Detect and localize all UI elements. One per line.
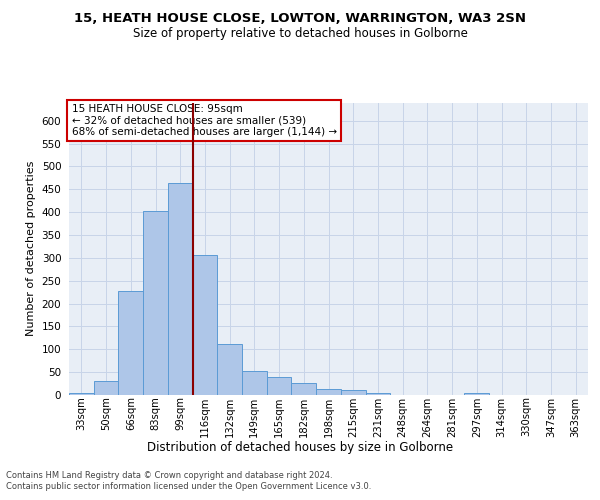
Bar [118,291,143,395]
Bar [193,254,217,395]
Bar [94,382,118,395]
Bar [292,383,316,395]
Text: 15 HEATH HOUSE CLOSE: 95sqm
← 32% of detached houses are smaller (539)
68% of se: 15 HEATH HOUSE CLOSE: 95sqm ← 32% of det… [71,104,337,137]
Bar [365,392,390,395]
Bar [168,183,193,395]
Bar [341,390,365,395]
Bar [464,392,489,395]
Text: Contains public sector information licensed under the Open Government Licence v3: Contains public sector information licen… [6,482,371,491]
Bar [242,371,267,395]
Bar [143,212,168,395]
Bar [267,376,292,395]
Bar [316,389,341,395]
Bar [69,392,94,395]
Text: Distribution of detached houses by size in Golborne: Distribution of detached houses by size … [147,441,453,454]
Text: 15, HEATH HOUSE CLOSE, LOWTON, WARRINGTON, WA3 2SN: 15, HEATH HOUSE CLOSE, LOWTON, WARRINGTO… [74,12,526,26]
Text: Size of property relative to detached houses in Golborne: Size of property relative to detached ho… [133,28,467,40]
Bar [217,344,242,395]
Text: Contains HM Land Registry data © Crown copyright and database right 2024.: Contains HM Land Registry data © Crown c… [6,470,332,480]
Y-axis label: Number of detached properties: Number of detached properties [26,161,36,336]
